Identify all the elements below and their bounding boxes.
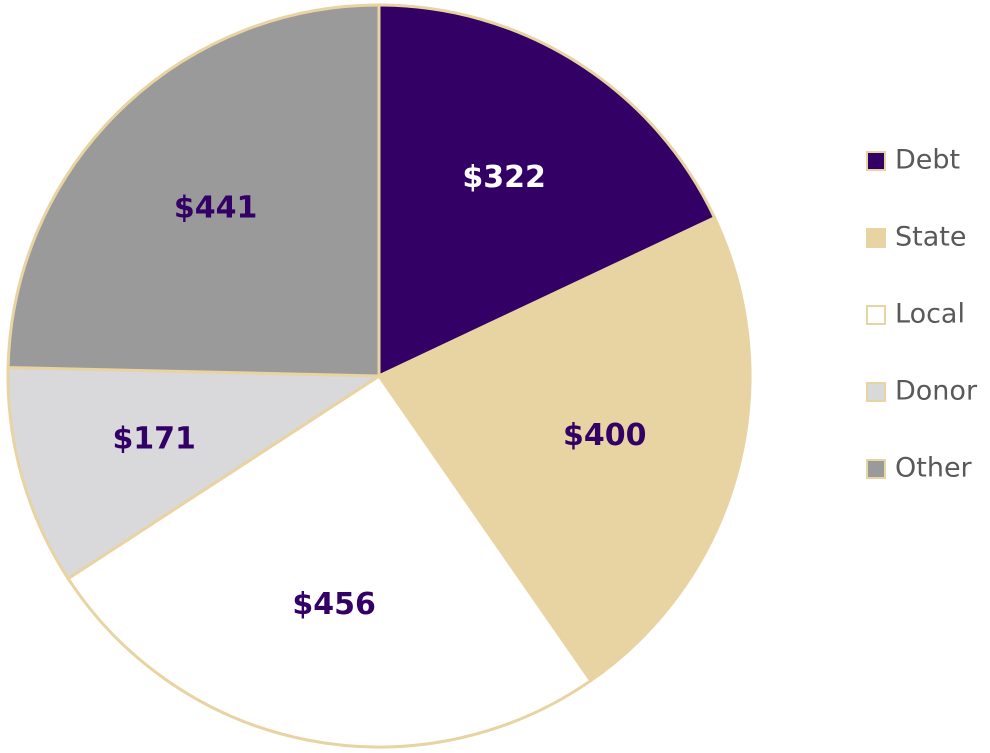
legend-label: State bbox=[895, 222, 966, 253]
pie-slice bbox=[6, 3, 381, 378]
legend-swatch bbox=[866, 305, 886, 325]
data-label: $171 bbox=[112, 421, 196, 456]
legend-swatch bbox=[866, 459, 886, 479]
data-label: $441 bbox=[174, 190, 258, 225]
legend-swatch bbox=[866, 228, 886, 248]
legend-label: Donor bbox=[895, 376, 978, 407]
pie-slice bbox=[66, 373, 593, 749]
legend-swatch bbox=[866, 151, 886, 171]
legend-label: Other bbox=[895, 453, 973, 484]
data-label: $456 bbox=[292, 587, 376, 622]
pie-slice bbox=[377, 3, 717, 379]
legend-swatch bbox=[866, 382, 886, 402]
data-label: $400 bbox=[563, 418, 647, 453]
legend-label: Local bbox=[895, 299, 965, 330]
legend-label: Debt bbox=[895, 145, 960, 176]
pie-slice bbox=[376, 215, 752, 683]
pie-slice bbox=[6, 366, 384, 581]
data-label: $322 bbox=[462, 160, 546, 195]
